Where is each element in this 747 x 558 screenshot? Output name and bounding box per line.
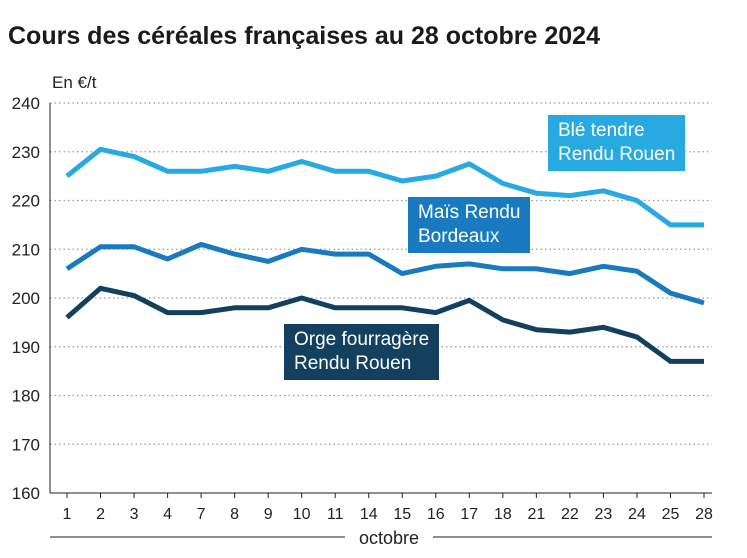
x-axis-ticks: 1 2 3 4 7 8 9 10 11 14 15 16 17 18 21 22 23 24 25 28 xyxy=(63,493,713,523)
y-tick-label: 160 xyxy=(12,484,40,503)
x-tick-label: 17 xyxy=(460,506,478,523)
series-line-1 xyxy=(65,241,705,306)
series-label-orge-line1: Orge fourragère xyxy=(294,329,430,350)
x-tick-label: 22 xyxy=(561,506,579,523)
y-tick-label: 190 xyxy=(12,338,40,357)
series-label-mais: Maïs Rendu Bordeaux xyxy=(408,197,531,253)
series-line-2 xyxy=(65,285,704,364)
series-label-orge: Orge fourragère Rendu Rouen xyxy=(284,324,440,380)
x-tick-label: 25 xyxy=(662,506,680,523)
x-tick-label: 21 xyxy=(527,506,545,523)
series-label-ble: Blé tendre Rendu Rouen xyxy=(548,115,686,171)
x-axis-label: octobre xyxy=(359,528,419,548)
series-label-mais-line2: Bordeaux xyxy=(418,226,500,247)
y-axis-unit-label: En €/t xyxy=(52,73,97,92)
series-lines xyxy=(65,146,705,364)
x-tick-label: 3 xyxy=(130,506,139,523)
x-tick-label: 16 xyxy=(427,506,445,523)
y-tick-label: 210 xyxy=(12,240,40,259)
series-label-ble-line1: Blé tendre xyxy=(558,120,645,141)
series-label-orge-line2: Rendu Rouen xyxy=(294,353,412,374)
y-tick-label: 240 xyxy=(12,94,40,113)
x-tick-label: 23 xyxy=(595,506,613,523)
x-tick-label: 18 xyxy=(494,506,512,523)
series-line-0 xyxy=(65,146,704,228)
y-tick-label: 200 xyxy=(12,289,40,308)
grid-lines xyxy=(49,102,712,494)
y-tick-label: 230 xyxy=(12,143,40,162)
y-tick-label: 180 xyxy=(12,387,40,406)
series-label-mais-line1: Maïs Rendu xyxy=(418,202,521,223)
x-tick-label: 10 xyxy=(293,506,311,523)
x-tick-label: 8 xyxy=(230,506,239,523)
y-axis-ticks: 160 170 180 190 200 210 220 230 240 xyxy=(12,94,40,503)
x-tick-label: 28 xyxy=(695,506,713,523)
x-tick-label: 11 xyxy=(327,506,344,523)
x-tick-label: 2 xyxy=(96,506,105,523)
x-tick-label: 15 xyxy=(393,506,411,523)
series-label-ble-line2: Rendu Rouen xyxy=(558,144,676,165)
x-tick-label: 4 xyxy=(163,506,172,523)
chart-title: Cours des céréales françaises au 28 octo… xyxy=(8,22,600,50)
y-tick-label: 170 xyxy=(12,435,40,454)
x-tick-label: 7 xyxy=(197,506,206,523)
x-tick-label: 1 xyxy=(63,506,72,523)
x-tick-label: 24 xyxy=(628,506,646,523)
x-tick-label: 9 xyxy=(264,506,273,523)
y-tick-label: 220 xyxy=(12,192,40,211)
x-tick-label: 14 xyxy=(360,506,378,523)
